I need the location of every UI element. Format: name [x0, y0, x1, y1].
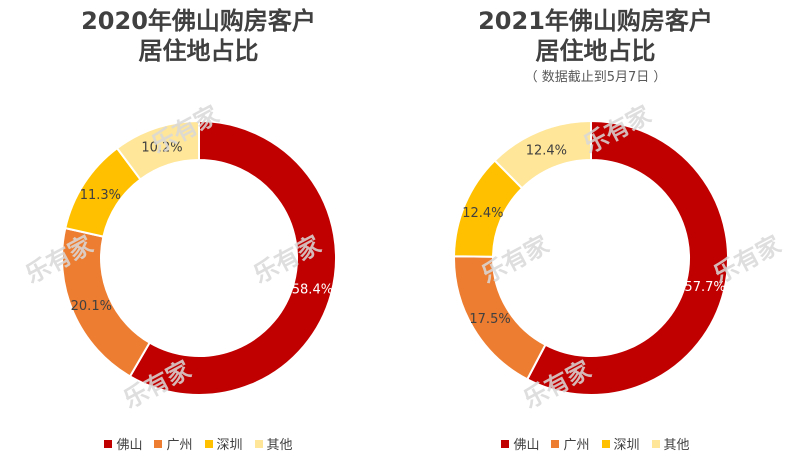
- legend-item-guangzhou: 广州: [551, 434, 590, 453]
- legend-item-foshan: 佛山: [501, 434, 539, 453]
- legend-label: 佛山: [116, 438, 143, 453]
- legend-swatch: [501, 439, 510, 448]
- chart-subtitle: （ 数据截止到5月7日 ）: [524, 70, 667, 85]
- chart-title-line1: 2020年佛山购房客户: [81, 7, 316, 35]
- data-label-shenzhen: 11.3%: [80, 188, 121, 203]
- donut-slice-other: [115, 119, 200, 181]
- legend-item-foshan: 佛山: [104, 434, 142, 453]
- chart-title-line2: 居住地占比: [138, 37, 259, 65]
- legend-item-shenzhen: 深圳: [204, 434, 243, 453]
- legend-swatch: [601, 439, 610, 448]
- legend-item-shenzhen: 深圳: [601, 434, 640, 453]
- legend-label: 深圳: [216, 438, 243, 453]
- donut-slice-other: [493, 119, 592, 190]
- legend-label: 广州: [166, 438, 193, 453]
- data-label-guangzhou: 20.1%: [71, 299, 112, 314]
- legend-swatch: [154, 439, 163, 448]
- data-label-guangzhou: 17.5%: [469, 312, 510, 327]
- donut-chart-2020: 58.4% 20.1% 11.3% 10.2%: [61, 119, 337, 396]
- chart-legend: 佛山 广州 深圳 其他: [0, 434, 397, 453]
- legend-label: 广州: [563, 438, 590, 453]
- chart-title-line1: 2021年佛山购房客户: [478, 7, 713, 35]
- legend-item-other: 其他: [254, 434, 293, 453]
- data-label-other: 12.4%: [526, 143, 567, 158]
- donut-chart-2021: 57.7% 17.5% 12.4% 12.4%: [452, 119, 729, 396]
- chart-panel-2021: 57.7% 17.5% 12.4% 12.4% 2021年佛山购房客户 居住地占比 （…: [397, 0, 794, 465]
- donut-slice-foshan: [525, 119, 729, 396]
- legend-label: 其他: [663, 438, 690, 453]
- data-label-shenzhen: 12.4%: [462, 206, 503, 221]
- chart-panel-2020: 58.4% 20.1% 11.3% 10.2% 2020年佛山购房客户 居住地占比 佛…: [0, 7, 397, 453]
- legend-label: 深圳: [613, 438, 640, 453]
- legend-swatch: [651, 439, 660, 448]
- chart-legend: 佛山 广州 深圳 其他: [397, 434, 794, 453]
- legend-swatch: [551, 439, 560, 448]
- data-label-foshan: 57.7%: [684, 280, 725, 295]
- legend-label: 佛山: [513, 438, 540, 453]
- legend-label: 其他: [266, 438, 293, 453]
- legend-item-guangzhou: 广州: [154, 434, 193, 453]
- legend-item-other: 其他: [651, 434, 690, 453]
- chart-title-line2: 居住地占比: [535, 37, 656, 65]
- legend-swatch: [204, 439, 213, 448]
- data-label-other: 10.2%: [141, 140, 182, 155]
- data-label-foshan: 58.4%: [292, 283, 333, 298]
- legend-swatch: [254, 439, 263, 448]
- legend-swatch: [104, 439, 113, 448]
- donut-slice-foshan: [128, 119, 337, 396]
